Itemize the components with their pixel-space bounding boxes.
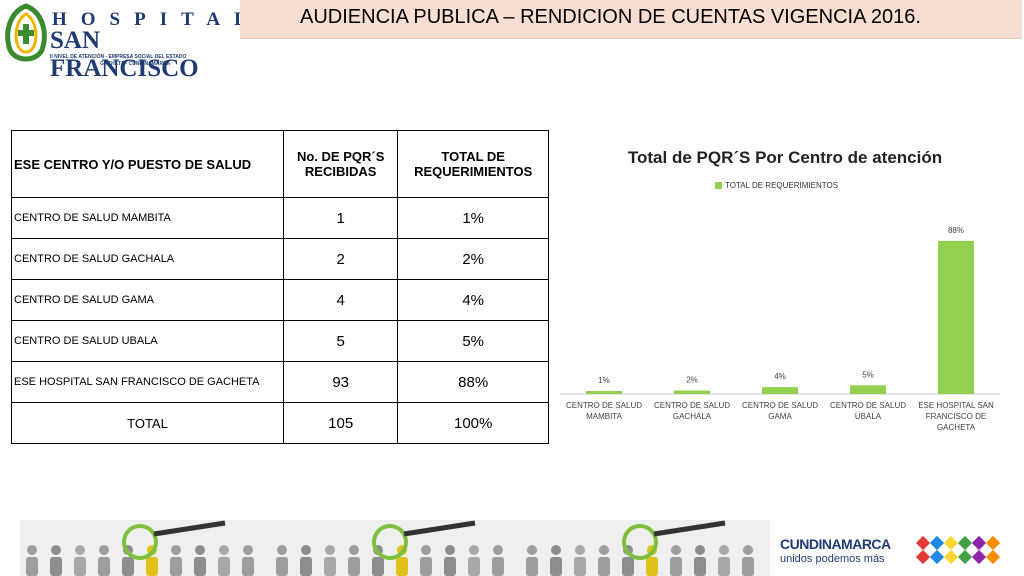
chart-bar bbox=[850, 385, 886, 394]
logo-line-4: GACHETA - CUNDINAMARCA bbox=[100, 61, 171, 67]
chart-bar bbox=[762, 387, 798, 394]
row-count: 93 bbox=[282, 361, 399, 403]
row-name: CENTRO DE SALUD MAMBITA bbox=[11, 197, 284, 239]
table-header-row: ESE CENTRO Y/O PUESTO DE SALUD No. DE PQ… bbox=[11, 130, 549, 198]
row-percent: 5% bbox=[397, 320, 549, 362]
page-title: AUDIENCIA PUBLICA – RENDICION DE CUENTAS… bbox=[300, 6, 921, 28]
row-name: ESE HOSPITAL SAN FRANCISCO DE GACHETA bbox=[11, 361, 284, 403]
row-count: 2 bbox=[282, 238, 399, 280]
table-row: CENTRO DE SALUD UBALA 5 5% bbox=[11, 320, 549, 362]
cundinamarca-logo: CUNDINAMARCA unidos podemos más bbox=[780, 536, 910, 565]
logo-line-1: HOSPITAL bbox=[52, 9, 261, 30]
data-label: 5% bbox=[862, 370, 874, 379]
data-label: 1% bbox=[598, 376, 610, 385]
data-label: 88% bbox=[948, 226, 964, 235]
row-name: CENTRO DE SALUD GACHALA bbox=[11, 238, 284, 280]
table-row: CENTRO DE SALUD MAMBITA 1 1% bbox=[11, 197, 549, 239]
column-header-count: No. DE PQR´S RECIBIDAS bbox=[282, 130, 399, 198]
logo-line-3: II NIVEL DE ATENCIÓN - EMPRESA SOCIAL DE… bbox=[50, 54, 187, 60]
table-total-row: TOTAL 105 100% bbox=[11, 402, 549, 444]
pqr-table: ESE CENTRO Y/O PUESTO DE SALUD No. DE PQ… bbox=[11, 130, 549, 444]
title-bar: AUDIENCIA PUBLICA – RENDICION DE CUENTAS… bbox=[240, 0, 1022, 39]
table-row: CENTRO DE SALUD GACHALA 2 2% bbox=[11, 238, 549, 280]
row-percent: 4% bbox=[397, 279, 549, 321]
data-label: 2% bbox=[686, 376, 698, 385]
data-label: 4% bbox=[774, 372, 786, 381]
chart-plot: 1% CENTRO DE SALUD MAMBITA 2% CENTRO DE SALU… bbox=[560, 226, 1000, 432]
hospital-logo: HOSPITAL SAN FRANCISCO II NIVEL DE ATENC… bbox=[0, 0, 247, 82]
footer-banner: CUNDINAMARCA unidos podemos más bbox=[0, 520, 1024, 576]
x-tick-label: CENTRO DE SALUD GAMA bbox=[742, 401, 818, 421]
people-illustration-icon bbox=[26, 520, 754, 576]
row-count: 1 bbox=[282, 197, 399, 239]
row-percent: 88% bbox=[397, 361, 549, 403]
row-name: CENTRO DE SALUD GAMA bbox=[11, 279, 284, 321]
table-row: CENTRO DE SALUD GAMA 4 4% bbox=[11, 279, 549, 321]
chart-legend: TOTAL DE REQUERIMIENTOS bbox=[715, 181, 838, 190]
cundinamarca-emblem-icon bbox=[915, 535, 1001, 565]
x-tick-label: CENTRO DE SALUD GACHALA bbox=[654, 401, 730, 421]
chart-bar bbox=[674, 390, 710, 394]
column-header-center: ESE CENTRO Y/O PUESTO DE SALUD bbox=[11, 130, 284, 198]
chart-bar bbox=[938, 240, 974, 394]
total-percent: 100% bbox=[397, 402, 549, 444]
brand-slogan: unidos podemos más bbox=[780, 553, 885, 565]
row-percent: 1% bbox=[397, 197, 549, 239]
row-count: 4 bbox=[282, 279, 399, 321]
row-name: CENTRO DE SALUD UBALA bbox=[11, 320, 284, 362]
x-tick-label: ESE HOSPITAL SAN FRANCISCO DE GACHETA bbox=[918, 401, 994, 432]
hospital-emblem-icon bbox=[5, 3, 47, 62]
legend-label: TOTAL DE REQUERIMIENTOS bbox=[725, 181, 839, 190]
chart-title: Total de PQR´S Por Centro de atención bbox=[627, 148, 943, 167]
chart-bar bbox=[586, 391, 622, 394]
legend-swatch bbox=[715, 182, 722, 190]
column-header-requirements: TOTAL DE REQUERIMIENTOS bbox=[397, 130, 549, 198]
total-count: 105 bbox=[282, 402, 399, 444]
total-label: TOTAL bbox=[11, 402, 284, 444]
bar-chart: Total de PQR´S Por Centro de atención TO… bbox=[560, 140, 1010, 460]
brand-name: CUNDINAMARCA bbox=[780, 536, 891, 552]
x-tick-label: CENTRO DE SALUD UBALA bbox=[830, 401, 906, 421]
x-tick-label: CENTRO DE SALUD MAMBITA bbox=[566, 401, 642, 421]
row-percent: 2% bbox=[397, 238, 549, 280]
row-count: 5 bbox=[282, 320, 399, 362]
table-row: ESE HOSPITAL SAN FRANCISCO DE GACHETA 93… bbox=[11, 361, 549, 403]
logo-line-2: SAN FRANCISCO bbox=[50, 27, 199, 82]
